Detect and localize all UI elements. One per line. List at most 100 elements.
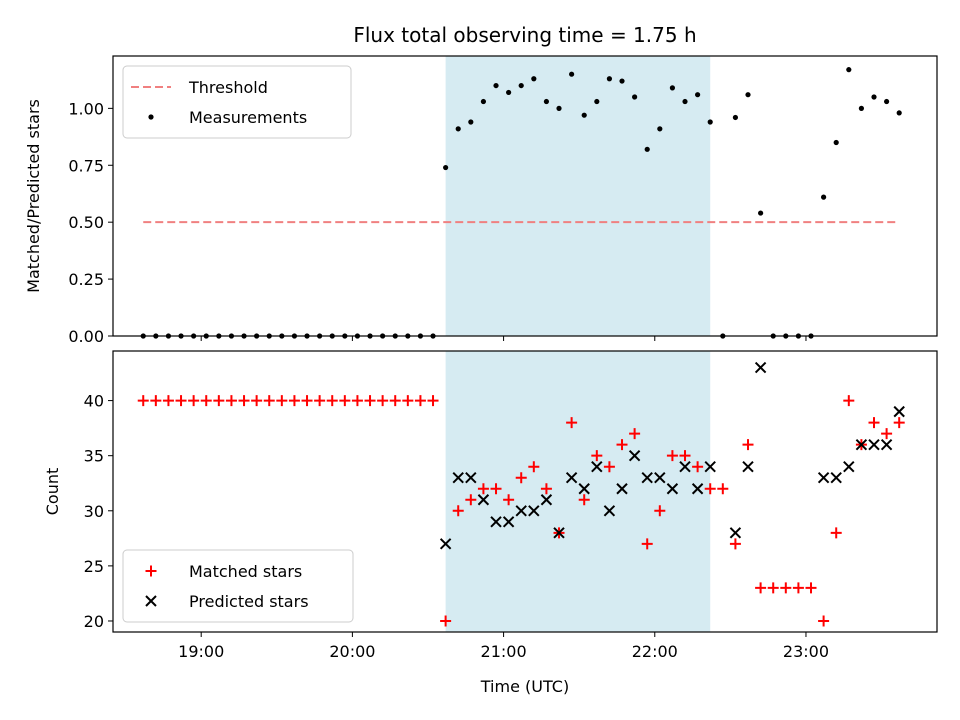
- predicted-stars-point: [742, 460, 754, 473]
- predicted-stars-point: [893, 405, 905, 418]
- predicted-stars-point: [553, 527, 565, 539]
- matched-stars-point: [263, 395, 275, 407]
- matched-stars-point: [780, 582, 792, 594]
- matched-stars-point: [465, 494, 477, 506]
- legend-label-threshold: Threshold: [188, 78, 268, 97]
- predicted-stars-point: [704, 460, 716, 473]
- matched-stars-point: [540, 483, 552, 495]
- top-y-tick-label: 0.00: [68, 327, 104, 346]
- matched-stars-point: [616, 439, 628, 451]
- measurements-point: [833, 139, 839, 146]
- matched-stars-point: [742, 439, 754, 451]
- legend-swatch-matched-stars: [145, 565, 157, 577]
- legend-label-predicted-stars: Predicted stars: [189, 592, 309, 611]
- matched-stars-point: [893, 417, 905, 429]
- predicted-stars-point: [603, 505, 616, 517]
- matched-stars-point: [755, 582, 767, 594]
- matched-stars-point: [301, 395, 313, 407]
- matched-stars-point: [654, 505, 666, 517]
- predicted-stars-point: [439, 538, 452, 550]
- measurements-point: [581, 112, 587, 118]
- predicted-stars-point: [578, 483, 590, 495]
- matched-stars-point: [402, 395, 414, 407]
- top-y-tick-label: 0.50: [68, 213, 104, 232]
- matched-stars-point: [364, 395, 376, 407]
- matched-stars-point: [477, 483, 489, 495]
- top-y-axis-label: Matched/Predicted stars: [24, 99, 43, 293]
- predicted-stars-point: [679, 460, 691, 473]
- legend-swatch-predicted-stars: [145, 595, 157, 607]
- matched-stars-point: [377, 395, 389, 407]
- matched-stars-point: [704, 483, 716, 495]
- measurements-point: [455, 126, 461, 132]
- measurements-point: [871, 94, 877, 100]
- measurements-point: [619, 78, 625, 84]
- measurements-point: [884, 98, 890, 105]
- matched-stars-point: [314, 395, 326, 407]
- top-axes-frame: [112, 55, 938, 337]
- predicted-stars-point: [452, 472, 464, 484]
- matched-stars-point: [679, 450, 691, 462]
- matched-stars-point: [175, 395, 187, 407]
- measurements-point: [556, 105, 562, 111]
- matched-stars-point: [490, 483, 502, 495]
- matched-stars-point: [200, 395, 212, 407]
- measurements-point: [707, 119, 713, 125]
- predicted-stars-point: [868, 438, 880, 451]
- matched-stars-point: [389, 395, 401, 407]
- x-tick-label: 22:00: [632, 642, 678, 661]
- matched-stars-point: [452, 505, 464, 517]
- bottom-panel-count: 20 25 30 35 40 19:00 20:00 21:00 22:00 23:00 Count…: [43, 350, 938, 661]
- predicted-stars-point: [666, 483, 679, 495]
- matched-stars-point: [717, 483, 729, 495]
- matched-stars-point: [503, 494, 515, 506]
- legend-label-matched-stars: Matched stars: [189, 562, 302, 581]
- top-panel-ratio: 0.00 0.25 0.50 0.75 1.00 Matched/Predicted st…: [24, 55, 938, 346]
- matched-stars-point: [188, 395, 200, 407]
- predicted-stars-point: [843, 460, 855, 473]
- matched-stars-point: [238, 395, 250, 407]
- matched-stars-point: [578, 494, 590, 506]
- predicted-stars-point: [628, 449, 641, 462]
- matched-stars-point: [213, 395, 225, 407]
- matched-stars-point: [591, 450, 603, 462]
- matched-stars-point: [881, 428, 893, 440]
- measurements-point: [657, 126, 663, 132]
- matched-stars-point: [276, 395, 288, 407]
- matched-stars-point: [641, 538, 653, 550]
- bottom-shaded-span: [445, 351, 711, 632]
- measurements-point: [506, 89, 512, 96]
- measurements-point: [531, 76, 537, 82]
- matched-stars-point: [666, 450, 678, 462]
- top-shaded-span: [445, 56, 711, 336]
- measurements-point: [569, 71, 575, 77]
- measurements-point: [695, 92, 701, 98]
- predicted-stars-point: [654, 472, 666, 484]
- x-tick-label: 19:00: [178, 642, 224, 661]
- predicted-stars-point: [502, 516, 515, 528]
- bottom-axes-frame: [112, 350, 938, 633]
- matched-stars-point: [805, 582, 817, 594]
- top-y-tick-label: 0.25: [68, 270, 104, 289]
- measurements-point: [443, 164, 449, 171]
- chart-title: Flux total observing time = 1.75 h: [353, 23, 696, 47]
- predicted-stars-point: [830, 472, 842, 484]
- matched-stars-point: [843, 395, 855, 407]
- measurements-point: [896, 110, 902, 116]
- matched-stars-point: [692, 461, 704, 473]
- predicted-stars-point: [729, 527, 742, 539]
- predicted-stars-point: [528, 505, 540, 517]
- matched-stars-point: [288, 395, 300, 407]
- x-tick-label: 21:00: [481, 642, 527, 661]
- top-y-tick-label: 0.75: [68, 156, 104, 175]
- bottom-y-tick-label: 35: [84, 447, 104, 466]
- matched-stars-point: [868, 417, 880, 429]
- x-tick-label: 20:00: [329, 642, 375, 661]
- legend-frame: [122, 549, 354, 623]
- x-tick-label: 23:00: [783, 642, 829, 661]
- matched-stars-point: [162, 395, 174, 407]
- matched-stars-point: [792, 582, 804, 594]
- bottom-y-tick-label: 30: [84, 502, 104, 521]
- matched-stars-point: [137, 395, 149, 407]
